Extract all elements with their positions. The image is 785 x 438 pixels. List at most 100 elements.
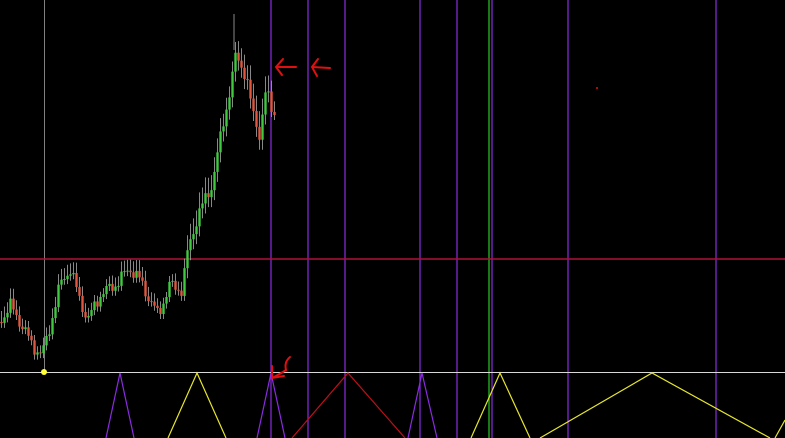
- candle-body: [81, 295, 84, 312]
- candle-body: [84, 311, 87, 318]
- candle-body: [207, 193, 210, 198]
- candle-body: [261, 114, 264, 140]
- candle-body: [216, 152, 219, 172]
- candle-body: [48, 334, 51, 336]
- candle-body: [108, 283, 111, 286]
- marker-dot: [41, 369, 47, 375]
- candle-body: [66, 275, 69, 280]
- candle-body: [105, 285, 108, 295]
- candle-body: [156, 305, 159, 308]
- candle-body: [150, 301, 153, 303]
- candle-body: [204, 193, 207, 204]
- candle-body: [228, 97, 231, 110]
- candle-body: [177, 289, 180, 291]
- candle-body: [102, 294, 105, 297]
- candle-body: [18, 314, 21, 327]
- candle-body: [249, 79, 252, 99]
- candle-body: [195, 226, 198, 235]
- candle-body: [33, 340, 36, 355]
- candle-body: [135, 270, 138, 278]
- candle-body: [90, 310, 93, 316]
- candle-body: [219, 131, 222, 153]
- zigzag-leg: [105, 372, 135, 438]
- candle-body: [57, 284, 60, 308]
- candle-body: [63, 279, 66, 281]
- candle-body: [39, 352, 42, 354]
- candle-body: [162, 303, 165, 315]
- candle-body: [210, 190, 213, 198]
- candle-body: [153, 301, 156, 306]
- candle-body: [186, 250, 189, 269]
- candle-body: [114, 286, 117, 291]
- candle-body: [6, 312, 9, 318]
- candle-body: [201, 203, 204, 209]
- candle-body: [0, 322, 3, 323]
- candle-body: [144, 280, 147, 297]
- candle-body: [174, 280, 177, 290]
- candle-body: [78, 286, 81, 296]
- candle-body: [87, 315, 90, 318]
- zigzag-leg: [539, 372, 771, 438]
- zigzag-leg: [774, 419, 785, 438]
- candle-body: [42, 345, 45, 354]
- candle-body: [168, 281, 171, 298]
- candle-body: [234, 52, 237, 72]
- candle-body: [60, 279, 63, 285]
- arrow: [271, 356, 291, 380]
- arrow: [310, 58, 331, 77]
- candle-body: [252, 98, 255, 111]
- candle-body: [183, 268, 186, 296]
- candle-body: [192, 234, 195, 240]
- candle-body: [171, 280, 174, 282]
- zigzag-leg: [167, 371, 227, 438]
- candle-body: [69, 274, 72, 276]
- candle-body: [231, 71, 234, 98]
- candle-body: [258, 126, 261, 140]
- candle-body: [273, 111, 276, 115]
- candle-body: [243, 67, 246, 80]
- candles: [0, 14, 276, 360]
- vertical-lines: [270, 0, 717, 438]
- candle-body: [27, 327, 30, 336]
- candle-body: [237, 52, 240, 61]
- candle-body: [54, 307, 57, 319]
- candle-body: [213, 171, 216, 191]
- candle-body: [9, 298, 12, 313]
- candle-body: [132, 272, 135, 278]
- candle-body: [198, 208, 201, 227]
- zigzag-leg: [470, 371, 531, 438]
- candle-body: [72, 272, 75, 275]
- candle-body: [129, 270, 132, 273]
- candle-body: [189, 239, 192, 251]
- candle-body: [267, 91, 270, 93]
- candle-body: [30, 335, 33, 341]
- dot: [596, 87, 598, 89]
- candle-body: [123, 271, 126, 273]
- candle-body: [141, 277, 144, 281]
- candle-body: [36, 352, 39, 355]
- candle-body: [165, 297, 168, 304]
- candle-body: [12, 298, 15, 310]
- zigzag-leg: [291, 372, 406, 438]
- candle-body: [180, 290, 183, 296]
- annotations: [271, 58, 331, 380]
- candle-body: [99, 296, 102, 307]
- candle-body: [75, 272, 78, 287]
- candle-body: [147, 296, 150, 302]
- candle-body: [246, 79, 249, 81]
- candle-body: [21, 326, 24, 330]
- candle-body: [255, 110, 258, 127]
- candle-body: [270, 91, 273, 112]
- candle-body: [3, 317, 6, 323]
- candle-body: [111, 283, 114, 291]
- candle-body: [96, 301, 99, 307]
- candle-body: [222, 126, 225, 132]
- candle-body: [159, 307, 162, 315]
- arrow: [274, 58, 297, 76]
- candle-body: [225, 109, 228, 127]
- candle-body: [24, 327, 27, 330]
- candle-body: [93, 301, 96, 311]
